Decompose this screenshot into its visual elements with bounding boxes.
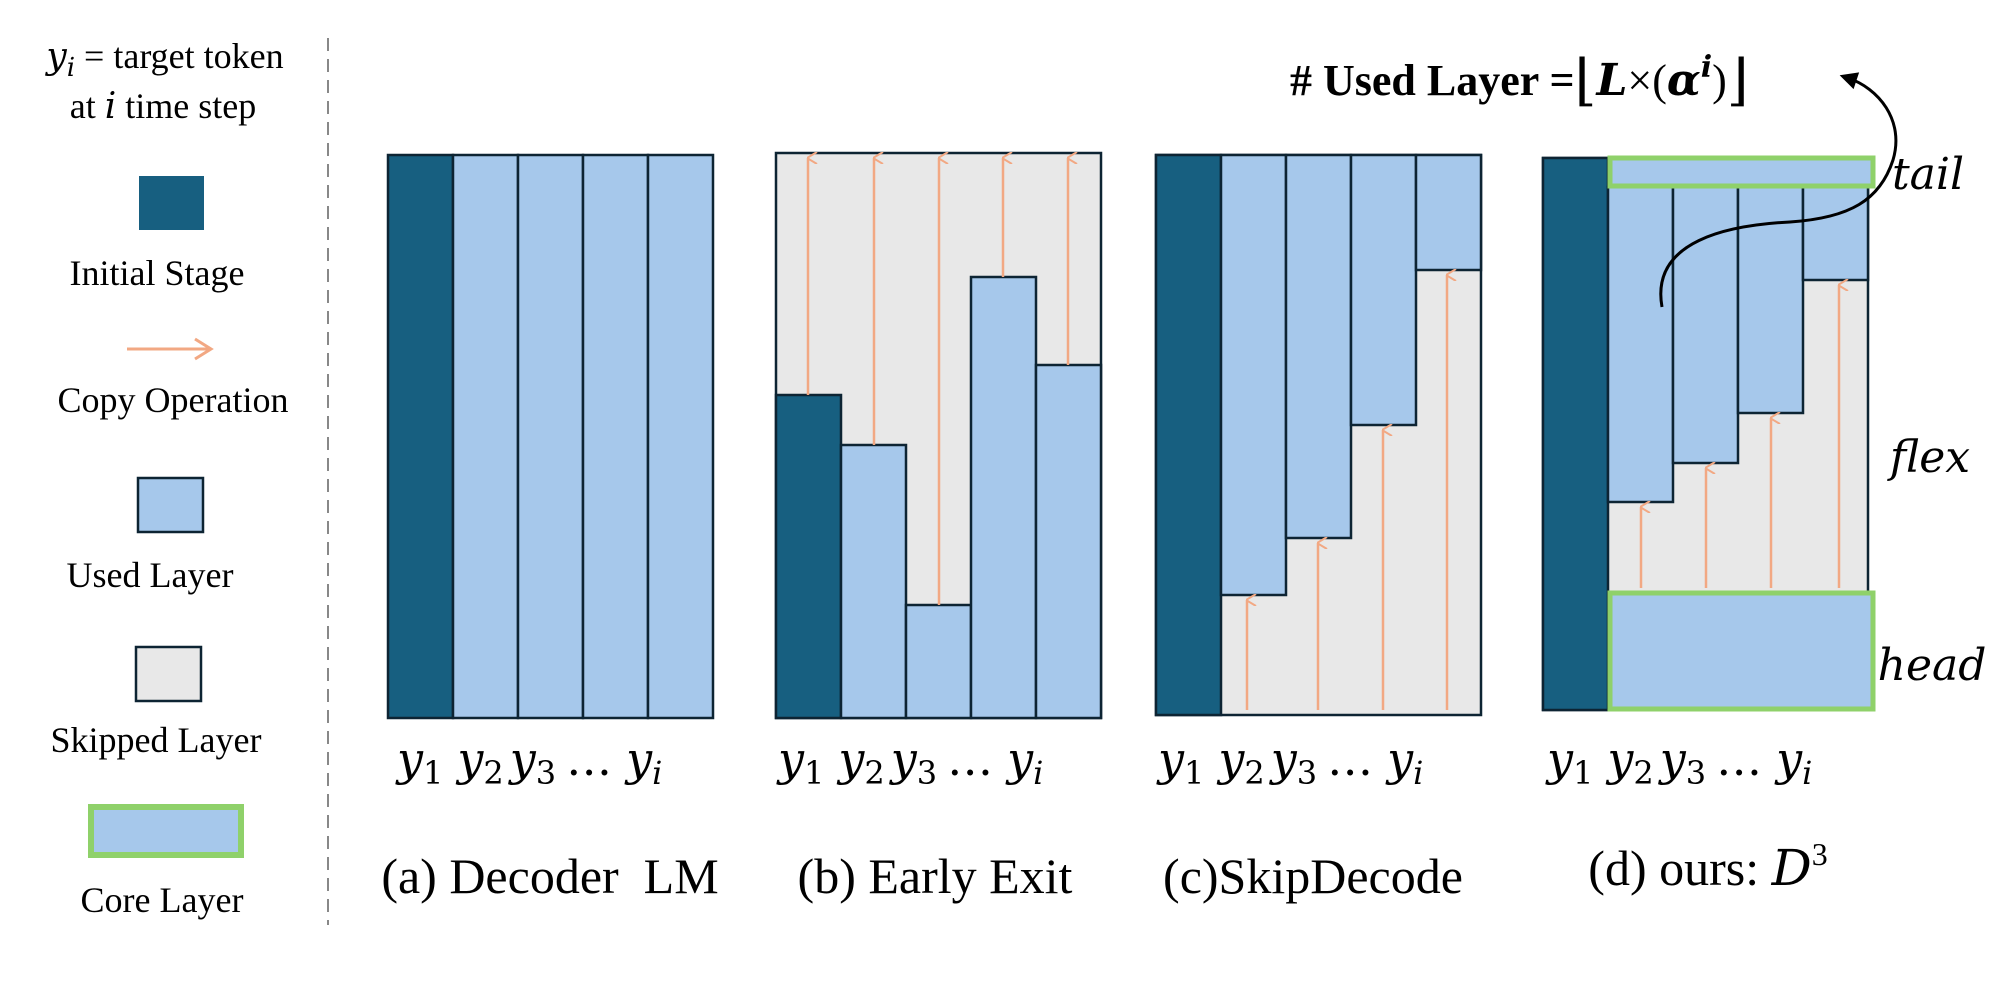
panel-c-used-bar-4 — [1349, 153, 1418, 427]
legend-skipped-swatch — [134, 645, 203, 703]
panel-a-used-bar-2 — [451, 153, 520, 720]
panel-d-initial-bar — [1541, 156, 1610, 712]
panel-b-caption: (b) Early Exit — [798, 848, 1073, 904]
panel-c-used-bar-3 — [1284, 153, 1353, 540]
legend-definition-line1: yi = target token — [44, 36, 283, 83]
legend-def-eq: = target token — [75, 36, 284, 76]
legend-def-var: y — [44, 36, 67, 77]
panel-a-used-bar-3 — [516, 153, 585, 720]
region-label-head: head — [1878, 640, 1987, 691]
panel-d-tokens: y1 y2 y3… yi — [1545, 732, 1812, 792]
region-label-tail: tail — [1892, 149, 1964, 200]
panel-d-used-bar-3 — [1671, 185, 1740, 465]
panel-a: y1 y2 y3… yi (a) Decoder LM — [381, 153, 719, 904]
legend-used-label: Used Layer — [67, 555, 234, 595]
panel-b-tokens: y1 y2 y3… yi — [776, 732, 1043, 792]
panel-b-used-bar-2 — [839, 443, 908, 720]
panel-c-initial-bar — [1154, 153, 1223, 717]
legend-initial-swatch — [139, 176, 204, 230]
panel-a-tokens: y1 y2 y3… yi — [395, 732, 662, 792]
panel-d-caption: (d) ours: D3 — [1588, 836, 1827, 897]
legend-initial-label: Initial Stage — [70, 253, 245, 293]
panel-a-caption: (a) Decoder LM — [381, 848, 718, 904]
panel-c: y1 y2 y3… yi (c)SkipDecode — [1154, 153, 1483, 904]
used-layer-formula: # Used Layer =⌊L×(αi)⌋ — [1290, 50, 1749, 112]
panel-a-used-bar-4 — [581, 153, 650, 720]
panel-c-tokens: y1 y2 y3… yi — [1156, 732, 1423, 792]
panel-a-initial-bar — [386, 153, 455, 720]
panel-d: y1 y2 y3… yi (d) ours: D3 — [1541, 72, 1898, 897]
legend-copy-label: Copy Operation — [58, 380, 289, 420]
panel-b-used-bar-4 — [969, 275, 1038, 720]
panel-b-initial-bar — [774, 393, 843, 720]
panel-c-used-bar-5 — [1414, 153, 1483, 272]
legend-core-label: Core Layer — [81, 880, 244, 920]
legend-core-swatch — [88, 804, 244, 858]
panel-c-used-bar-2 — [1219, 153, 1288, 597]
legend-used-swatch — [136, 476, 205, 534]
panel-b-used-bar-5 — [1034, 363, 1103, 720]
panel-a-used-bar-5 — [646, 153, 715, 720]
formula-floor-left: ⌊ — [1575, 50, 1597, 112]
legend-skipped-label: Skipped Layer — [51, 720, 262, 760]
formula-floor-right: ⌋ — [1727, 50, 1749, 112]
panel-d-used-bar-2 — [1606, 185, 1675, 504]
panel-d-tail-core-layer — [1607, 155, 1876, 189]
panel-b-used-bar-3 — [904, 603, 973, 720]
legend-copy-arrowhead — [194, 337, 214, 361]
panel-d-head-core-layer — [1607, 590, 1876, 712]
legend-definition-line2: at i time step — [70, 86, 256, 127]
legend: yi = target token at i time step Initial… — [44, 36, 288, 920]
panel-d-formula-pointer-arrow — [1659, 72, 1898, 308]
panel-c-caption: (c)SkipDecode — [1163, 848, 1463, 904]
panel-b: y1 y2 y3… yi (b) Early Exit — [774, 151, 1103, 904]
legend-def-sub: i — [67, 53, 75, 83]
panel-d-used-bar-5 — [1801, 185, 1870, 282]
region-label-flex: flex — [1887, 432, 1970, 483]
formula-prefix: # Used Layer = — [1290, 56, 1575, 105]
